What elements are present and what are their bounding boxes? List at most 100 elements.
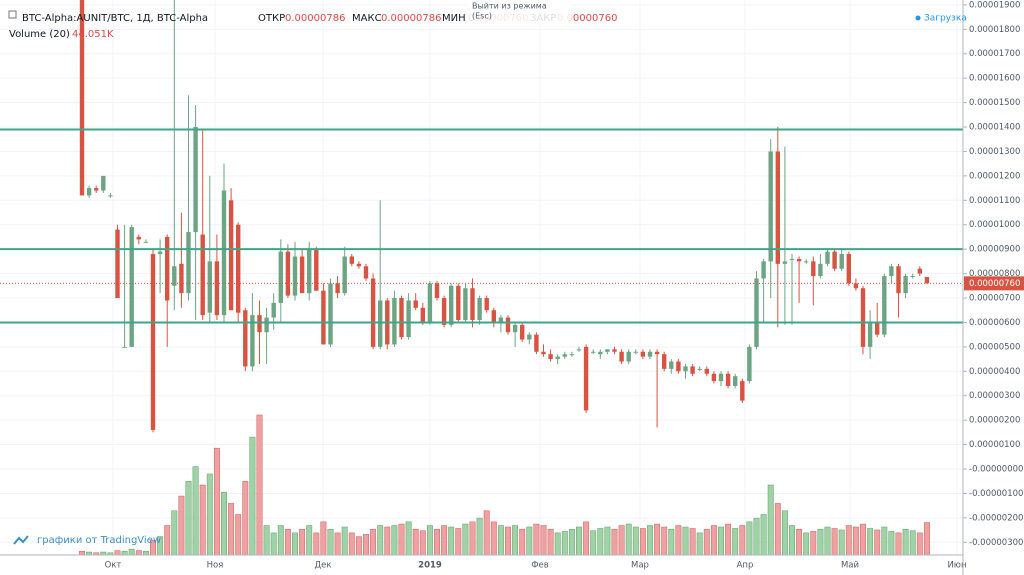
- volume-bar: [661, 526, 668, 556]
- candle-body: [818, 263, 823, 277]
- volume-bar: [306, 525, 313, 556]
- y-tick-label: 0.00001500: [969, 98, 1020, 108]
- y-tick-label: 0.00000100: [969, 440, 1020, 450]
- volume-bar: [320, 521, 327, 556]
- candle-body: [711, 373, 717, 382]
- volume-bar: [327, 528, 334, 556]
- volume-bar: [519, 528, 526, 556]
- volume-bar: [505, 526, 511, 556]
- volume-bar: [391, 525, 398, 556]
- x-tick-label: Апр: [737, 561, 754, 571]
- volume-bar: [405, 521, 412, 556]
- candle-body: [740, 381, 745, 401]
- candle-body: [193, 127, 198, 233]
- candle-body: [832, 251, 837, 269]
- candle-body: [257, 315, 262, 333]
- x-tick-label: Май: [841, 561, 859, 571]
- candle-body: [342, 256, 347, 294]
- y-tick-label: 0.00001600: [969, 74, 1020, 84]
- candle-body: [768, 151, 773, 262]
- candle-body: [406, 300, 411, 338]
- candle-body: [867, 322, 873, 347]
- candle-body: [853, 283, 859, 289]
- volume-bar: [753, 517, 760, 556]
- volume-bar: [199, 484, 206, 556]
- volume-bar: [682, 526, 689, 556]
- candle-body: [626, 351, 631, 362]
- candle-body: [875, 322, 880, 335]
- candle-body: [278, 251, 283, 303]
- y-tick-label: 0.00000300: [969, 391, 1020, 401]
- candle-body: [179, 263, 184, 294]
- volume-bar: [235, 514, 242, 556]
- candle-body: [562, 354, 567, 357]
- candle-body: [754, 278, 759, 347]
- y-tick-label: 0.00001800: [969, 25, 1020, 35]
- volume-bar: [228, 503, 235, 556]
- volume-bar: [590, 530, 597, 556]
- candle-body: [889, 266, 894, 277]
- candle-body: [498, 317, 504, 323]
- candle-body: [697, 368, 702, 370]
- volume-bar: [370, 528, 377, 556]
- volume-bar: [654, 523, 661, 556]
- volume-bar: [476, 517, 483, 556]
- candle-body: [427, 283, 433, 323]
- candle-body: [129, 227, 134, 347]
- volume-bar: [675, 525, 682, 556]
- candle-body: [782, 261, 788, 264]
- candle-body: [598, 351, 603, 355]
- volume-bar: [647, 525, 653, 556]
- x-tick-label: Июн: [947, 561, 966, 571]
- volume-bar: [554, 532, 561, 556]
- volume-bar: [845, 525, 852, 556]
- volume-bar: [718, 526, 724, 556]
- volume-bar: [561, 531, 568, 556]
- volume-bar: [128, 548, 135, 556]
- volume-bar: [824, 526, 831, 556]
- volume-bar: [895, 532, 902, 556]
- candle-body: [328, 283, 333, 345]
- collapse-icon[interactable]: [8, 10, 17, 19]
- candle-body: [619, 351, 624, 362]
- volume-bar: [448, 526, 455, 556]
- volume-bar: [881, 526, 888, 556]
- candle-body: [250, 315, 255, 367]
- volume-bar: [632, 526, 639, 556]
- volume-bar: [434, 528, 440, 556]
- candle-body: [718, 373, 724, 382]
- candle-body: [285, 251, 291, 296]
- volume-bar: [121, 551, 128, 556]
- y-tick-label: -0.00000200: [969, 513, 1023, 523]
- candle-body: [882, 276, 887, 335]
- candle-body: [108, 195, 113, 197]
- volume-bar: [810, 531, 817, 556]
- candle-body: [378, 300, 383, 347]
- high-value: 0.00000786: [381, 13, 441, 24]
- candle-body: [690, 366, 695, 374]
- y-tick-label: -0.00000100: [969, 489, 1023, 499]
- candle-body: [789, 258, 795, 260]
- volume-bar: [817, 528, 824, 556]
- candle-body: [505, 317, 511, 333]
- volume-bar: [299, 528, 306, 556]
- x-tick-label: Фев: [531, 561, 549, 571]
- candle-body: [647, 351, 653, 357]
- candle-body: [122, 346, 127, 348]
- volume-bar: [902, 528, 909, 556]
- candle-body: [150, 254, 156, 430]
- volume-bar: [142, 551, 149, 556]
- volume-bar: [490, 521, 497, 556]
- volume-bar: [725, 523, 732, 556]
- y-tick-label: 0.00001100: [969, 196, 1020, 206]
- volume-bar: [377, 525, 384, 556]
- candle-body: [903, 276, 908, 294]
- candle-body: [449, 285, 454, 325]
- volume-bar: [789, 525, 795, 556]
- y-tick-label: 0.00000500: [969, 342, 1020, 352]
- volume-bar: [462, 523, 469, 556]
- volume-bar: [767, 484, 774, 556]
- x-tick-label: Мар: [631, 561, 649, 571]
- branding[interactable]: графики от TradingView: [37, 535, 161, 546]
